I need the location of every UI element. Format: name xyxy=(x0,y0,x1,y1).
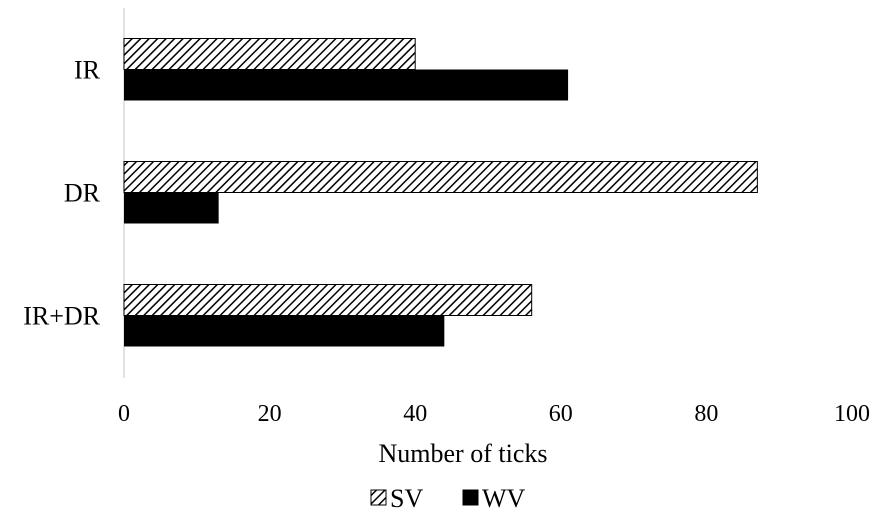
x-tick-label: 40 xyxy=(403,401,427,427)
bar-sv-ir-plus-dr xyxy=(123,284,533,316)
category-labels: IR DR IR+DR xyxy=(23,56,100,331)
x-tick-label: 80 xyxy=(694,401,718,427)
legend-label-wv: WV xyxy=(482,484,526,513)
x-tick-label: 0 xyxy=(118,401,130,427)
category-label-ir: IR xyxy=(74,56,101,85)
legend-swatch-wv xyxy=(462,489,479,506)
bar-sv-dr xyxy=(123,161,758,193)
bars-group xyxy=(123,38,758,347)
category-label-dr: DR xyxy=(64,179,101,208)
bar-wv-ir-plus-dr xyxy=(124,315,445,347)
x-tick-label: 60 xyxy=(549,401,573,427)
bar-wv-dr xyxy=(124,192,219,224)
category-label-ir-plus-dr: IR+DR xyxy=(23,302,100,331)
x-tick-labels: 0 20 40 60 80 100 xyxy=(118,401,870,427)
bar-sv-ir xyxy=(123,38,416,70)
legend-label-sv: SV xyxy=(390,484,423,513)
x-tick-label: 20 xyxy=(258,401,282,427)
x-tick-label: 100 xyxy=(834,401,870,427)
x-axis-title: Number of ticks xyxy=(379,439,548,468)
legend: SV WV xyxy=(370,484,526,513)
bar-wv-ir xyxy=(124,69,569,101)
legend-swatch-sv xyxy=(370,489,387,506)
